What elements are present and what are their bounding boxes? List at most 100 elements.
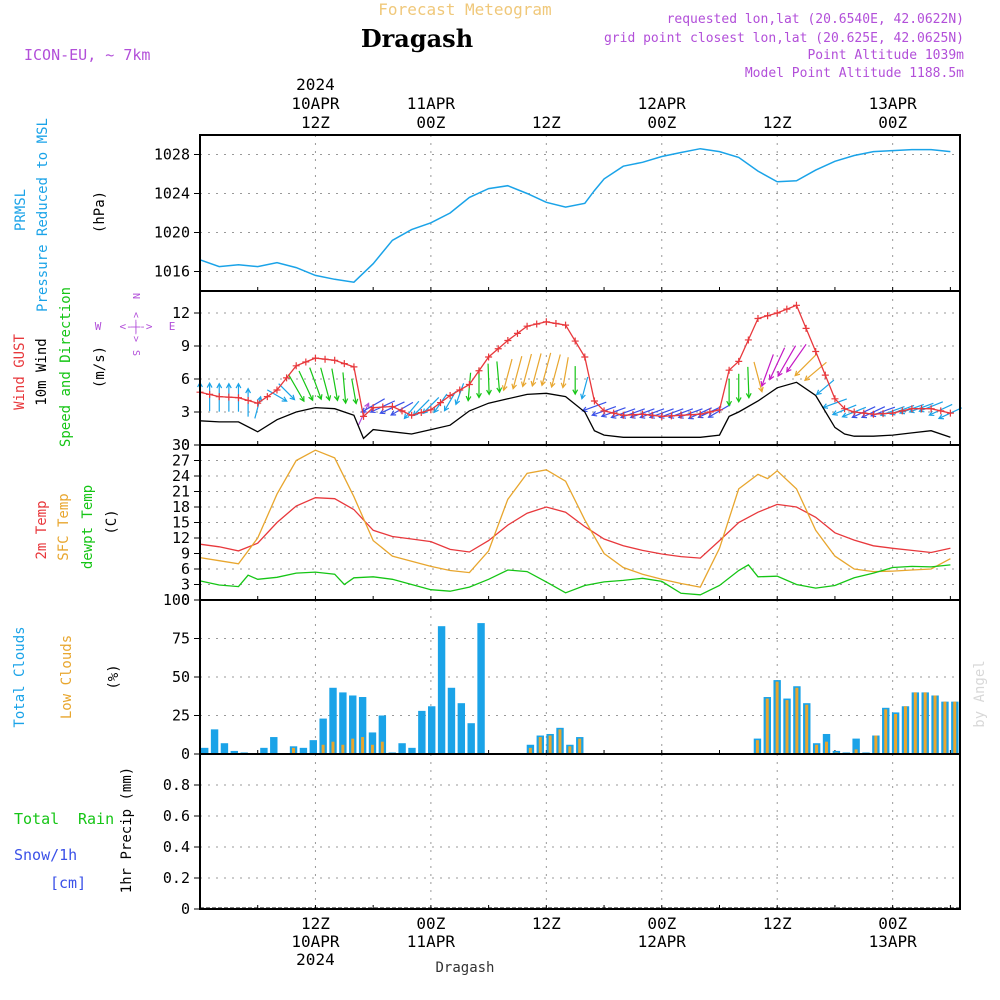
wind-arrow-head (333, 395, 340, 402)
bottom-time-label: 2024 (296, 950, 335, 969)
wind-labels: Wind GUST 10m Wind Speed and Direction (… (12, 287, 108, 447)
gust-marker (590, 397, 598, 405)
gust-marker (408, 411, 416, 419)
gust-marker (494, 345, 502, 353)
low-cloud-bar (894, 713, 898, 754)
compass-w: W (95, 320, 102, 333)
total-clouds-label: Total Clouds (12, 626, 28, 727)
gust-marker (379, 403, 387, 411)
y-tick-label: 12 (172, 529, 190, 547)
gust-marker (437, 399, 445, 407)
y-tick-label: 6 (181, 370, 190, 388)
low-cloud-bar (321, 744, 325, 754)
gust-marker (350, 363, 358, 371)
gust-marker (513, 329, 521, 337)
location-title: Dragash (361, 24, 473, 53)
low-cloud-bar (765, 698, 769, 754)
wind-arrow-head (777, 370, 783, 378)
wind-arrow-head (496, 387, 503, 394)
wind-arrow-shaft (816, 379, 835, 395)
gust-marker (215, 393, 223, 401)
gust-marker (302, 358, 310, 366)
top-time-label: 12Z (763, 113, 792, 132)
gust-marker (879, 410, 887, 418)
gust-marker (715, 406, 723, 414)
wind-arrow-shaft (581, 376, 589, 399)
gust-marker (610, 409, 618, 417)
gridpoint-coords: grid point closest lon,lat (20.625E, 42.… (604, 31, 964, 46)
gust-marker (821, 371, 829, 379)
wind-arrow (760, 354, 774, 388)
wind-arrow-shaft (522, 353, 533, 387)
y-tick-label: 100 (163, 591, 190, 609)
wind-arrow-head (804, 375, 810, 382)
bottom-time-label: 13APR (869, 932, 918, 951)
wind-arrow (520, 353, 533, 388)
wind-arrow (580, 376, 589, 400)
gust-marker (225, 393, 233, 401)
y-tick-label: 12 (172, 304, 190, 322)
wind-arrow (786, 343, 807, 373)
y-tick-label: 25 (172, 707, 190, 725)
y-tick-label: 3 (181, 576, 190, 594)
top-time-label: 00Z (878, 113, 907, 132)
gust-marker (908, 405, 916, 413)
gust-marker (571, 337, 579, 345)
wind-arrow-head (786, 366, 792, 373)
low-cloud-bar (805, 704, 809, 754)
wind-arrow (804, 361, 827, 382)
gust-marker (744, 336, 752, 344)
total-cloud-bar (319, 718, 327, 754)
low-cloud-bar (874, 735, 878, 754)
wind-arrow (560, 357, 569, 389)
top-time-label: 00Z (647, 113, 676, 132)
panel-frame (199, 290, 961, 446)
gust-marker (485, 353, 493, 361)
wind-arrow (549, 354, 561, 389)
wind-arrow-head (465, 395, 472, 402)
wind-arrow-head (572, 389, 579, 396)
gust-marker (581, 353, 589, 361)
gust-marker (918, 405, 926, 413)
compass-e: E (169, 320, 176, 333)
compass-arrow-v: <-|-> (130, 312, 141, 342)
total-cloud-bar (418, 710, 426, 754)
temp-labels: 2m Temp SFC Temp dewpt Temp (C) (34, 485, 120, 569)
wind-arrow (540, 352, 552, 387)
gust-marker (783, 305, 791, 313)
total-cloud-bar (457, 703, 466, 754)
total-cloud-bar (447, 687, 456, 754)
wind-arrow-head (225, 382, 232, 389)
y-tick-label: 1016 (154, 263, 190, 281)
top-time-label: 10APR (291, 94, 340, 113)
total-cloud-bar (309, 740, 317, 754)
total-cloud-bar (467, 723, 475, 754)
wind-arrow (794, 353, 818, 377)
compass-s: S (130, 350, 141, 356)
prmsl-label: PRMSL (13, 189, 29, 231)
wind-arrow-shaft (496, 361, 501, 393)
wind-arrow-head (342, 398, 349, 405)
cloud-unit-label: (%) (106, 664, 122, 689)
top-time-label: 13APR (869, 94, 918, 113)
gust-marker (706, 408, 714, 416)
low-cloud-bar (933, 695, 937, 754)
rain-label: Rain (78, 810, 114, 828)
gust-marker (475, 367, 483, 375)
gust-marker (254, 399, 262, 407)
wind-arrow-shaft (266, 389, 287, 402)
total-cloud-bar (852, 738, 860, 754)
wind-arrow-head (325, 395, 332, 402)
total-label: Total (14, 810, 59, 828)
bottom-time-label: 12Z (532, 914, 561, 933)
wind-arrow-head (937, 414, 944, 420)
wind-arrow (496, 361, 503, 394)
wind-arrow-shaft (531, 353, 542, 387)
gust-marker (735, 357, 743, 365)
wind-arrow (530, 353, 542, 388)
gust-marker (869, 410, 877, 418)
compass-n: N (130, 293, 141, 299)
y-tick-label: 24 (172, 467, 190, 485)
gust-marker (629, 411, 637, 419)
